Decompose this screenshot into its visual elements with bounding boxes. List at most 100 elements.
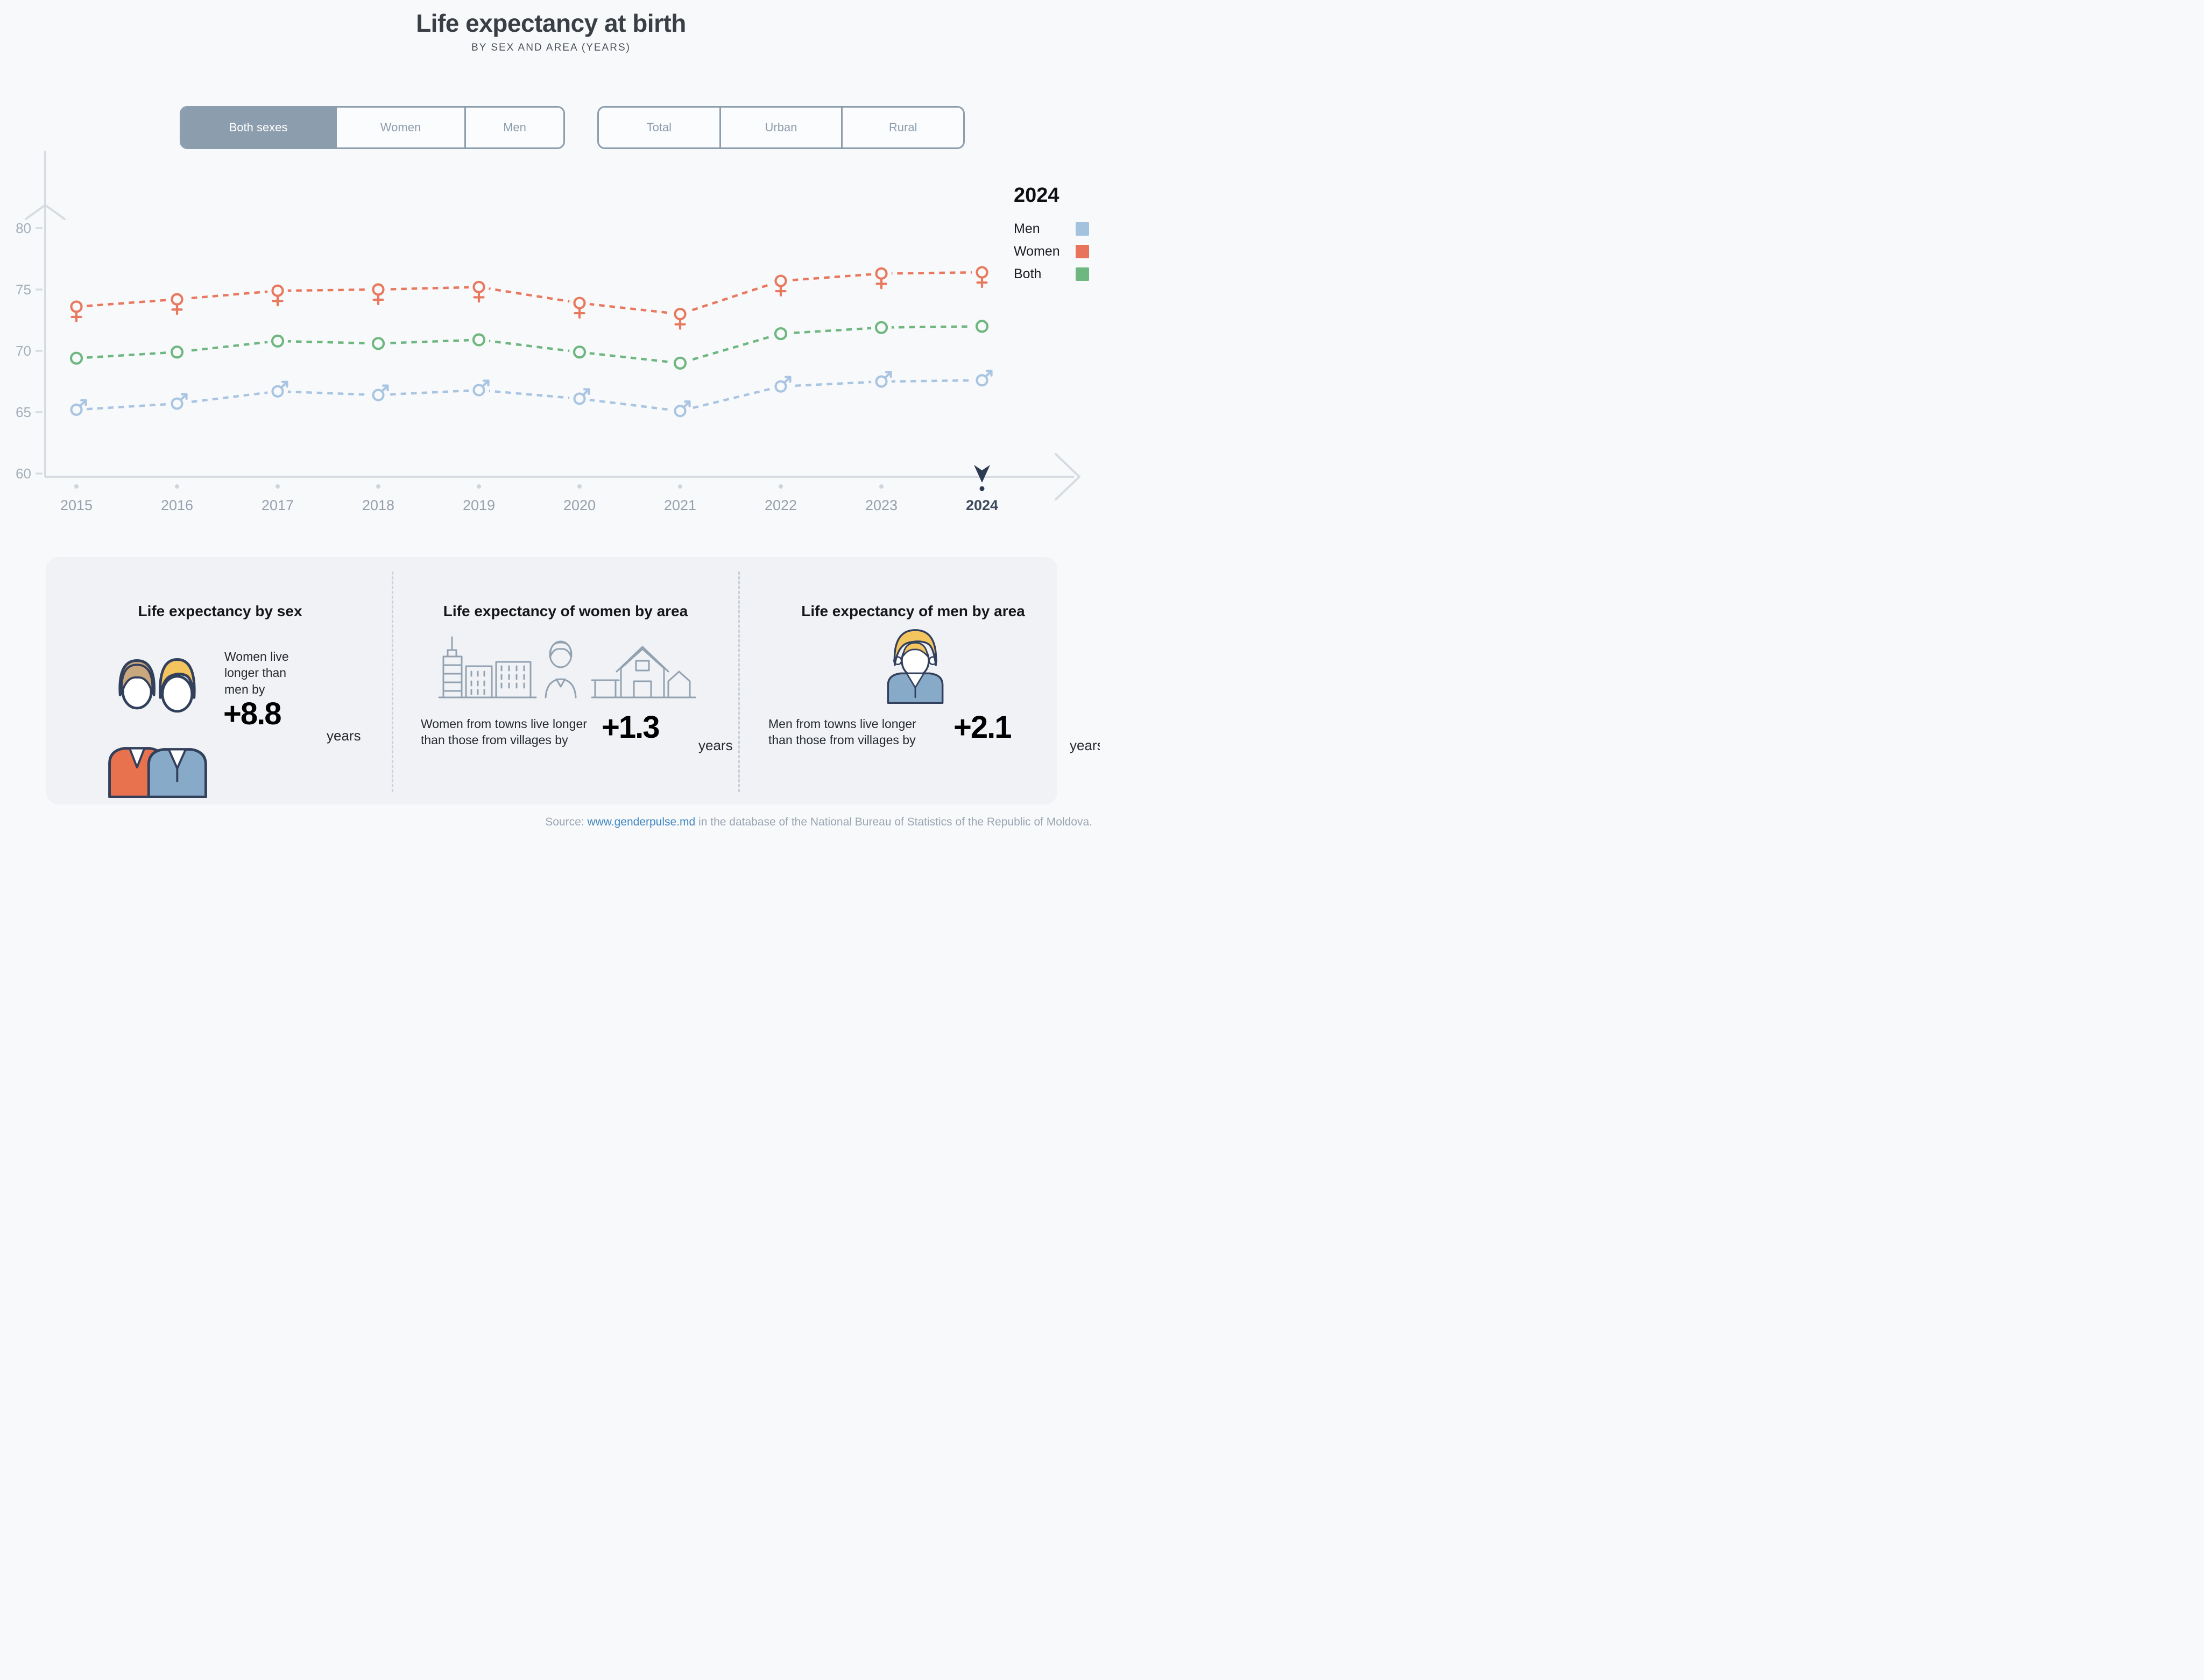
series-line-men [76, 379, 983, 413]
timeline-dot-2021[interactable] [678, 484, 682, 489]
area-toggle-rural[interactable]: Rural [841, 108, 963, 147]
data-point-men-2020[interactable] [569, 388, 590, 409]
timeline-dot-2019[interactable] [477, 484, 481, 489]
source-text: in the database of the National Bureau o… [695, 816, 1092, 828]
data-point-women-2021[interactable] [670, 303, 690, 330]
data-point-men-2017[interactable] [267, 380, 288, 402]
timeline-year-2015[interactable]: 2015 [60, 497, 93, 513]
data-point-both-2017[interactable] [267, 330, 288, 351]
data-point-both-2015[interactable] [66, 348, 87, 369]
data-point-women-2024[interactable] [972, 262, 992, 288]
stat-value-men-by-area: +2.1 [953, 710, 1012, 745]
sex-toggle-both-sexes[interactable]: Both sexes [181, 108, 335, 147]
stat-unit-women-by-area: years [698, 737, 733, 753]
timeline-dot-2020[interactable] [577, 484, 582, 489]
source-link[interactable]: www.genderpulse.md [587, 816, 696, 828]
timeline-dot-2022[interactable] [779, 484, 783, 489]
data-point-both-2016[interactable] [167, 342, 187, 363]
legend-swatch-women-icon [1076, 245, 1089, 258]
stat-heading-by-sex: Life expectancy by sex [138, 603, 302, 619]
legend-swatch-men-icon [1076, 222, 1089, 236]
stat-text-women-by-area: Women from towns live longer than those … [421, 717, 587, 747]
legend-year: 2024 [1014, 184, 1059, 207]
legend-item-women: Women [1014, 244, 1089, 259]
legend-item-men: Men [1014, 221, 1089, 237]
data-point-both-2019[interactable] [469, 329, 489, 350]
timeline-year-2018[interactable]: 2018 [362, 497, 394, 513]
timeline-dot-2016[interactable] [175, 484, 179, 489]
stat-heading-women-by-area: Life expectancy of women by area [443, 603, 688, 619]
data-point-men-2015[interactable] [66, 399, 87, 420]
timeline-year-2016[interactable]: 2016 [161, 497, 193, 513]
timeline-dot-2023[interactable] [879, 484, 884, 489]
y-tick-label: 80 [16, 220, 31, 236]
data-point-both-2022[interactable] [771, 323, 791, 344]
series-line-women [76, 271, 983, 315]
data-point-men-2018[interactable] [368, 384, 389, 406]
data-point-women-2020[interactable] [569, 293, 590, 319]
timeline-dot-2015[interactable] [74, 484, 79, 489]
data-point-women-2023[interactable] [871, 263, 892, 290]
y-tick-label: 60 [16, 465, 31, 482]
data-point-both-2024[interactable] [972, 316, 992, 337]
timeline-cursor-dot[interactable] [979, 486, 985, 491]
stat-heading-men-by-area: Life expectancy of men by area [801, 603, 1025, 619]
data-point-both-2023[interactable] [871, 317, 892, 338]
data-point-both-2018[interactable] [368, 333, 388, 354]
timeline-year-2021[interactable]: 2021 [664, 497, 696, 513]
stats-divider-2 [738, 571, 740, 792]
data-point-women-2019[interactable] [469, 277, 489, 303]
timeline-year-2022[interactable]: 2022 [765, 497, 797, 513]
legend-label-both: Both [1014, 266, 1042, 281]
legend-label-men: Men [1014, 221, 1040, 236]
y-tick-label: 70 [16, 343, 31, 359]
legend-item-both: Both [1014, 266, 1089, 282]
timeline-year-2020[interactable]: 2020 [563, 497, 596, 513]
timeline-year-2019[interactable]: 2019 [463, 497, 495, 513]
x-axis-arrow-icon [1055, 453, 1080, 500]
timeline-dot-2017[interactable] [276, 484, 280, 489]
stat-value-by-sex: +8.8 [223, 696, 281, 731]
stat-text-men-by-area: Men from towns live longer than those fr… [768, 717, 916, 747]
data-point-women-2015[interactable] [66, 296, 87, 323]
series-line-both [76, 325, 983, 365]
data-point-both-2020[interactable] [569, 342, 590, 363]
area-toggle-urban[interactable]: Urban [719, 108, 842, 147]
sex-toggle-men[interactable]: Men [464, 108, 563, 147]
data-point-men-2022[interactable] [771, 376, 792, 397]
data-point-both-2021[interactable] [670, 352, 690, 373]
stat-unit-by-sex: years [327, 728, 361, 744]
legend-swatch-both-icon [1076, 267, 1089, 281]
town-woman-village-icon [438, 636, 696, 698]
life-expectancy-chart: 80 75 70 65 60 2015 2016 2017 2018 2019 2020 2021 20… [16, 151, 1080, 513]
data-point-women-2016[interactable] [167, 289, 187, 315]
timeline-year-2024[interactable]: 2024 [966, 497, 998, 513]
y-tick-label: 65 [16, 404, 31, 420]
data-point-women-2022[interactable] [771, 271, 791, 297]
chart-legend: 2024 Men Women Both [1014, 184, 1089, 289]
stat-value-women-by-area: +1.3 [602, 710, 660, 745]
legend-label-women: Women [1014, 244, 1060, 259]
data-point-women-2018[interactable] [368, 279, 388, 306]
data-point-men-2023[interactable] [871, 371, 892, 392]
timeline-year-2023[interactable]: 2023 [865, 497, 898, 513]
stats-divider-1 [392, 571, 393, 792]
sex-toggle-women[interactable]: Women [335, 108, 464, 147]
stat-text-by-sex: Women live longer than men by [224, 650, 289, 696]
data-point-men-2024[interactable] [972, 370, 993, 391]
data-point-women-2017[interactable] [267, 280, 288, 307]
y-tick-label: 75 [16, 281, 31, 298]
timeline-cursor[interactable] [974, 465, 990, 483]
y-axis-arrow-icon [25, 204, 66, 220]
sex-toggle: Both sexes Women Men [180, 106, 565, 149]
page-subtitle: BY SEX AND AREA (YEARS) [471, 42, 631, 53]
source-line: Source: www.genderpulse.md in the databa… [0, 816, 1092, 829]
timeline-dot-2018[interactable] [376, 484, 380, 489]
timeline-year-2017[interactable]: 2017 [262, 497, 294, 513]
man-icon [887, 629, 944, 704]
data-point-men-2019[interactable] [469, 379, 490, 400]
area-toggle-total[interactable]: Total [646, 121, 672, 134]
page-title: Life expectancy at birth [416, 9, 686, 37]
data-point-men-2016[interactable] [167, 393, 188, 414]
data-point-men-2021[interactable] [670, 400, 691, 421]
